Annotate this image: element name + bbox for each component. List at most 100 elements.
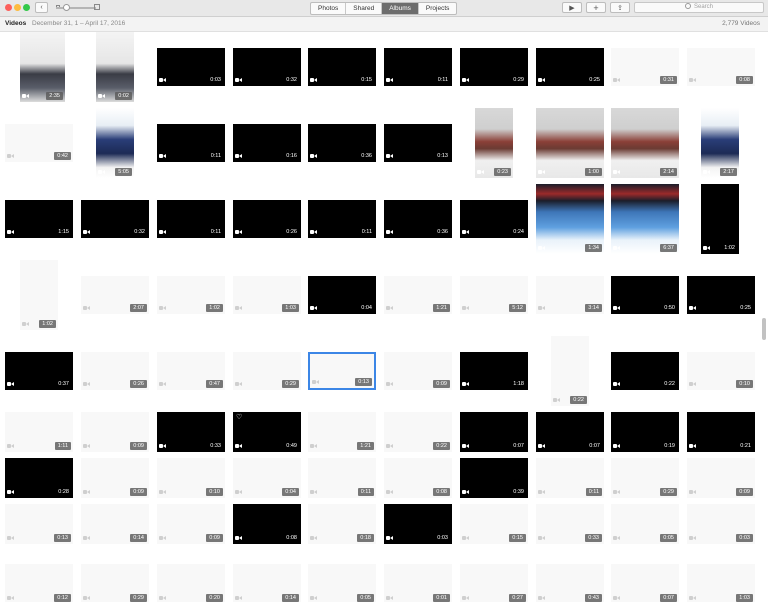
video-thumbnail[interactable]: 1:03 [233,276,301,314]
search-input[interactable]: Search [634,2,764,13]
video-thumbnail[interactable]: 0:26 [81,352,149,390]
video-thumbnail[interactable]: 0:13 [384,124,452,162]
video-thumbnail[interactable]: 5:12 [460,276,528,314]
tab-shared[interactable]: Shared [346,3,383,14]
video-thumbnail[interactable]: 0:16 [233,124,301,162]
video-thumbnail[interactable]: 0:04 [233,458,301,498]
video-thumbnail[interactable]: ♡ 0:49 [233,412,301,452]
video-thumbnail[interactable]: 0:33 [157,412,225,452]
zoom-slider-knob[interactable] [63,4,70,11]
video-thumbnail[interactable]: 0:10 [157,458,225,498]
scrollbar-thumb[interactable] [762,318,766,340]
video-thumbnail[interactable]: 0:21 [687,412,755,452]
video-thumbnail[interactable]: 0:33 [536,504,604,544]
share-button[interactable]: ⇪ [610,2,630,13]
video-thumbnail[interactable]: 0:11 [384,48,452,86]
video-thumbnail[interactable]: 0:32 [233,48,301,86]
video-thumbnail[interactable]: 0:32 [81,200,149,238]
video-thumbnail[interactable]: 0:03 [157,48,225,86]
video-thumbnail[interactable]: 5:05 [96,108,134,178]
video-thumbnail[interactable]: 0:08 [687,48,755,86]
video-thumbnail[interactable]: 0:11 [308,458,376,498]
video-thumbnail[interactable]: 0:02 [96,32,134,102]
video-thumbnail[interactable]: 0:09 [157,504,225,544]
video-thumbnail[interactable]: 0:09 [81,412,149,452]
video-thumbnail[interactable]: 2:17 [701,108,739,178]
video-thumbnail[interactable]: 0:18 [308,504,376,544]
video-thumbnail[interactable]: 0:03 [687,504,755,544]
video-thumbnail[interactable]: 0:07 [611,564,679,602]
video-thumbnail[interactable]: 0:05 [308,564,376,602]
video-thumbnail[interactable]: 1:34 [536,184,604,254]
video-thumbnail[interactable]: 0:04 [308,276,376,314]
video-thumbnail[interactable]: 0:11 [157,124,225,162]
video-thumbnail[interactable]: 0:15 [460,504,528,544]
video-thumbnail[interactable]: 0:27 [460,564,528,602]
video-thumbnail[interactable]: 0:07 [536,412,604,452]
video-thumbnail[interactable]: 0:28 [5,458,73,498]
video-thumbnail[interactable]: 0:11 [308,200,376,238]
video-thumbnail[interactable]: 0:13 [5,504,73,544]
video-thumbnail[interactable]: 1:02 [157,276,225,314]
video-thumbnail[interactable]: 0:01 [384,564,452,602]
video-thumbnail[interactable]: 0:43 [536,564,604,602]
video-thumbnail[interactable]: 0:11 [157,200,225,238]
video-thumbnail[interactable]: 1:03 [687,564,755,602]
video-thumbnail[interactable]: 2:14 [611,108,679,178]
video-thumbnail[interactable]: 0:26 [233,200,301,238]
video-thumbnail[interactable]: 0:47 [157,352,225,390]
video-thumbnail[interactable]: 0:12 [5,564,73,602]
video-thumbnail[interactable]: 1:21 [308,412,376,452]
favorite-heart-icon[interactable]: ♡ [236,414,243,421]
video-thumbnail[interactable]: 0:05 [611,504,679,544]
back-button[interactable]: ‹ [35,2,48,13]
video-thumbnail[interactable]: 0:42 [5,124,73,162]
video-thumbnail[interactable]: 0:15 [308,48,376,86]
video-thumbnail[interactable]: 1:18 [460,352,528,390]
video-thumbnail[interactable]: 0:11 [536,458,604,498]
video-thumbnail[interactable]: 0:22 [384,412,452,452]
video-thumbnail[interactable]: 2:07 [81,276,149,314]
video-thumbnail[interactable]: 0:14 [233,564,301,602]
tab-albums[interactable]: Albums [382,3,419,14]
video-thumbnail[interactable]: 0:50 [611,276,679,314]
video-thumbnail[interactable]: 0:31 [611,48,679,86]
tab-projects[interactable]: Projects [425,5,450,12]
video-thumbnail[interactable]: 3:14 [536,276,604,314]
video-thumbnail[interactable]: 1:02 [20,260,58,330]
video-thumbnail[interactable]: 0:08 [233,504,301,544]
zoom-window-button[interactable] [23,4,30,11]
video-thumbnail[interactable]: 1:00 [536,108,604,178]
video-thumbnail[interactable]: 0:24 [460,200,528,238]
video-thumbnail[interactable]: 0:29 [81,564,149,602]
video-thumbnail[interactable]: 0:09 [81,458,149,498]
video-thumbnail[interactable]: 0:36 [308,124,376,162]
video-thumbnail[interactable]: 0:37 [5,352,73,390]
tab-photos[interactable]: Photos [311,3,347,14]
zoom-slider[interactable] [56,7,96,9]
add-button[interactable]: + [586,2,606,13]
video-thumbnail[interactable]: 0:25 [536,48,604,86]
video-thumbnail[interactable]: 0:29 [460,48,528,86]
close-window-button[interactable] [5,4,12,11]
video-thumbnail[interactable]: 6:37 [611,184,679,254]
video-thumbnail[interactable]: 0:22 [611,352,679,390]
video-thumbnail[interactable]: 0:19 [611,412,679,452]
video-thumbnail[interactable]: 0:20 [157,564,225,602]
video-thumbnail[interactable]: 1:02 [701,184,739,254]
video-thumbnail[interactable]: 0:25 [687,276,755,314]
video-thumbnail[interactable]: 2:35 [20,32,65,102]
video-thumbnail[interactable]: 1:21 [384,276,452,314]
video-thumbnail[interactable]: 0:09 [384,352,452,390]
video-thumbnail[interactable]: 0:23 [475,108,513,178]
video-thumbnail[interactable]: 0:13 [308,352,376,390]
video-thumbnail[interactable]: 0:10 [687,352,755,390]
video-thumbnail[interactable]: 0:08 [384,458,452,498]
video-thumbnail[interactable]: 1:15 [5,200,73,238]
video-thumbnail[interactable]: 0:03 [384,504,452,544]
video-thumbnail[interactable]: 0:36 [384,200,452,238]
video-thumbnail[interactable]: 0:39 [460,458,528,498]
video-thumbnail[interactable]: 0:29 [233,352,301,390]
video-thumbnail[interactable]: 1:11 [5,412,73,452]
minimize-window-button[interactable] [14,4,21,11]
